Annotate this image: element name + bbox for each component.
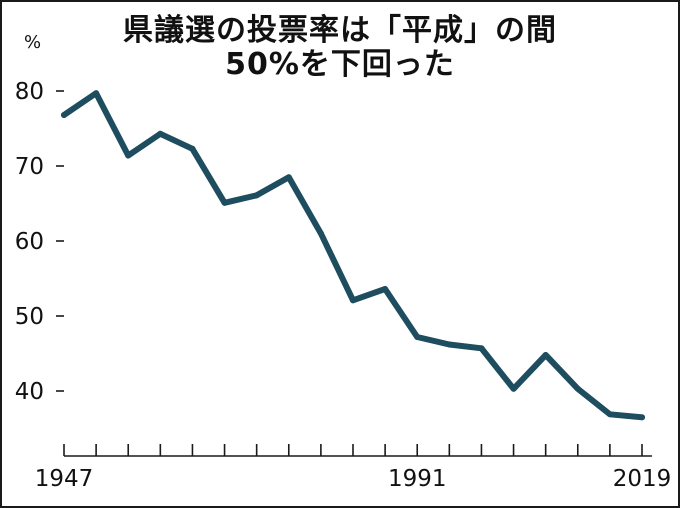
- series-points: [61, 90, 645, 421]
- data-point: [253, 192, 260, 199]
- data-point: [574, 385, 581, 392]
- data-point: [639, 414, 645, 421]
- x-tick-label: 1991: [388, 466, 447, 492]
- chart-title: 県議選の投票率は「平成」の間 50%を下回った: [0, 14, 680, 82]
- data-point: [350, 297, 356, 304]
- chart-title-line1: 県議選の投票率は「平成」の間: [123, 13, 557, 48]
- data-point: [606, 411, 613, 418]
- data-point: [285, 174, 292, 181]
- x-tick-label: 1947: [35, 466, 94, 492]
- data-point: [221, 199, 228, 206]
- y-tick-label: 80: [15, 79, 44, 105]
- data-point: [478, 345, 485, 352]
- x-axis: 1947 1991 2019: [35, 444, 672, 492]
- data-point: [382, 286, 389, 292]
- y-tick-label: 70: [15, 154, 44, 180]
- data-point: [317, 230, 324, 237]
- data-point: [542, 352, 549, 358]
- chart-title-line2: 50%を下回った: [225, 47, 455, 82]
- y-tick-label: 40: [15, 379, 44, 405]
- series-line: [61, 90, 645, 421]
- data-point: [93, 90, 100, 97]
- data-point: [189, 145, 196, 152]
- x-tick-label: 2019: [613, 466, 672, 492]
- data-point: [510, 385, 517, 392]
- y-tick-label: 60: [15, 229, 44, 255]
- y-unit-label: %: [24, 32, 41, 53]
- data-point: [125, 152, 132, 159]
- data-point: [157, 130, 164, 137]
- y-axis: 40 50 60 70 80: [15, 79, 64, 405]
- data-point: [446, 341, 453, 348]
- data-point: [61, 112, 67, 118]
- data-point: [414, 334, 421, 340]
- y-tick-label: 50: [15, 304, 44, 330]
